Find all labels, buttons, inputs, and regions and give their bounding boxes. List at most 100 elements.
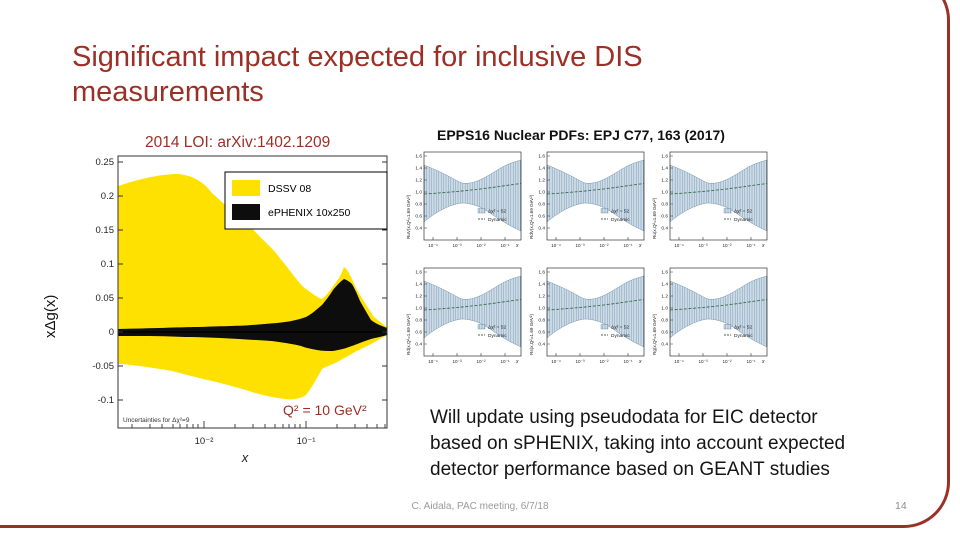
panel-xlabel: x	[638, 243, 642, 249]
xtick: 10⁻²	[599, 359, 609, 364]
ytick: 1.2	[415, 178, 422, 184]
xtick: 10⁻¹	[500, 359, 510, 364]
panel-xtick-labels: 10⁻⁴ 10⁻³ 10⁻² 10⁻¹	[551, 359, 633, 364]
panel-xlabel: x	[515, 359, 519, 365]
epps16-panel: 1.6 1.4 1.2 1.0 0.8 0.6 0.4 10⁻⁴ 10⁻³ 10…	[650, 263, 772, 379]
panel-frame	[669, 151, 768, 241]
epps-central-curve	[546, 299, 645, 311]
epps-panel-plot: 1.6 1.4 1.2 1.0 0.8 0.6 0.4 10⁻⁴ 10⁻³ 10…	[529, 151, 645, 249]
panel-xtick-labels: 10⁻⁴ 10⁻³ 10⁻² 10⁻¹	[551, 243, 633, 248]
epps-panel-plot: 1.6 1.4 1.2 1.0 0.8 0.6 0.4 10⁻⁴ 10⁻³ 10…	[406, 151, 522, 249]
legend-chi2: Δχ² = 52	[488, 209, 506, 215]
legend-dynamic: Dynamic	[488, 217, 507, 223]
legend-chi2: Δχ² = 52	[611, 209, 629, 215]
xtick: 10⁻¹	[746, 243, 756, 248]
epps-panel-plot: 1.6 1.4 1.2 1.0 0.8 0.6 0.4 10⁻⁴ 10⁻³ 10…	[652, 267, 768, 365]
ytick: 1.0	[538, 190, 545, 196]
ytick: 0.8	[538, 318, 545, 324]
epps-central-curve	[423, 183, 522, 195]
right-figure-caption: EPPS16 Nuclear PDFs: EPJ C77, 163 (2017)	[437, 127, 725, 143]
y-tick-label: 0	[109, 327, 114, 338]
epps16-panel: 1.6 1.4 1.2 1.0 0.8 0.6 0.4 10⁻⁴ 10⁻³ 10…	[527, 147, 649, 263]
legend-dynamic: Dynamic	[611, 333, 630, 339]
panel-ytick-labels: 1.6 1.4 1.2 1.0 0.8 0.6 0.4	[538, 270, 545, 348]
panel-frame	[546, 267, 645, 357]
panel-ylabel: Rd(x,Q²=1.69 GeV²)	[406, 313, 411, 355]
ytick: 0.4	[415, 226, 422, 232]
panel-ytick-labels: 1.6 1.4 1.2 1.0 0.8 0.6 0.4	[538, 154, 545, 232]
xtick: 10⁻²	[599, 243, 609, 248]
ytick: 1.6	[538, 270, 545, 276]
left-figure-caption: 2014 LOI: arXiv:1402.1209	[145, 134, 331, 151]
x-tick-label: 10⁻²	[195, 436, 214, 447]
dssv08-swatch	[232, 180, 260, 196]
ytick: 0.4	[415, 342, 422, 348]
panel-xlabel: x	[515, 243, 519, 249]
ytick: 1.4	[415, 166, 422, 172]
ephenix-swatch	[232, 204, 260, 220]
xtick: 10⁻³	[698, 359, 708, 364]
ytick: 0.6	[415, 214, 422, 220]
ytick: 1.6	[661, 154, 668, 160]
ephenix-band	[118, 279, 387, 351]
epps-panel-plot: 1.6 1.4 1.2 1.0 0.8 0.6 0.4 10⁻⁴ 10⁻³ 10…	[652, 151, 768, 249]
xtick: 10⁻²	[476, 359, 486, 364]
ytick: 1.4	[538, 166, 545, 172]
panel-ytick-labels: 1.6 1.4 1.2 1.0 0.8 0.6 0.4	[415, 154, 422, 232]
band-swatch	[723, 324, 732, 330]
xtick: 10⁻³	[452, 359, 462, 364]
band-swatch	[600, 324, 609, 330]
xtick: 10⁻⁴	[674, 243, 684, 248]
panel-ylabel: RdV(x,Q²=1.69 GeV²)	[529, 194, 534, 239]
xtick: 10⁻¹	[746, 359, 756, 364]
panel-tick-marks	[670, 271, 752, 356]
legend-chi2: Δχ² = 52	[734, 209, 752, 215]
ytick: 1.0	[661, 306, 668, 312]
page-number: 14	[895, 500, 907, 512]
ytick: 0.4	[538, 226, 545, 232]
ytick: 1.0	[661, 190, 668, 196]
epps-panel-plot: 1.6 1.4 1.2 1.0 0.8 0.6 0.4 10⁻⁴ 10⁻³ 10…	[406, 267, 522, 365]
legend-dynamic: Dynamic	[734, 333, 753, 339]
dssv-figure: 0.25 0.2 0.15 0.1 0.05 0 -0.05 -0.1 10⁻²…	[85, 148, 397, 470]
panel-tick-marks	[424, 271, 506, 356]
x-tick-labels: 10⁻² 10⁻¹	[195, 436, 316, 447]
epps16-panel: 1.6 1.4 1.2 1.0 0.8 0.6 0.4 10⁻⁴ 10⁻³ 10…	[404, 147, 526, 263]
xtick: 10⁻²	[476, 243, 486, 248]
ytick: 1.0	[538, 306, 545, 312]
panel-legend: Δχ² = 52 Dynamic	[477, 208, 507, 223]
panel-ylabel: Rg(x,Q²=1.69 GeV²)	[652, 313, 657, 355]
xtick: 10⁻³	[452, 243, 462, 248]
ytick: 1.2	[538, 294, 545, 300]
ytick: 0.6	[661, 214, 668, 220]
ytick: 1.4	[661, 166, 668, 172]
ytick: 1.2	[538, 178, 545, 184]
y-tick-label: 0.15	[96, 225, 115, 236]
ytick: 0.6	[538, 330, 545, 336]
panel-legend: Δχ² = 52 Dynamic	[600, 208, 630, 223]
ytick: 0.4	[661, 342, 668, 348]
band-swatch	[723, 208, 732, 214]
x-tick-label: 10⁻¹	[297, 436, 316, 447]
ytick: 1.2	[415, 294, 422, 300]
xtick: 10⁻⁴	[428, 359, 438, 364]
panel-frame	[423, 151, 522, 241]
ytick: 1.2	[661, 294, 668, 300]
epps16-panel: 1.6 1.4 1.2 1.0 0.8 0.6 0.4 10⁻⁴ 10⁻³ 10…	[527, 263, 649, 379]
panel-ylabel: RuV(x,Q²=1.69 GeV²)	[406, 194, 411, 239]
xtick: 10⁻¹	[500, 243, 510, 248]
body-line-2: based on sPHENIX, taking into account ex…	[430, 433, 846, 455]
panel-tick-marks	[547, 271, 629, 356]
panel-frame	[423, 267, 522, 357]
ytick: 1.0	[415, 190, 422, 196]
panel-frame	[669, 267, 768, 357]
panel-xlabel: x	[761, 359, 765, 365]
ytick: 1.4	[538, 282, 545, 288]
ytick: 0.4	[538, 342, 545, 348]
panel-tick-marks	[670, 155, 752, 240]
y-tick-label: 0.25	[96, 157, 115, 168]
panel-legend: Δχ² = 52 Dynamic	[723, 208, 753, 223]
panel-legend: Δχ² = 52 Dynamic	[723, 324, 753, 339]
band-swatch	[477, 324, 486, 330]
legend-chi2: Δχ² = 52	[488, 325, 506, 331]
